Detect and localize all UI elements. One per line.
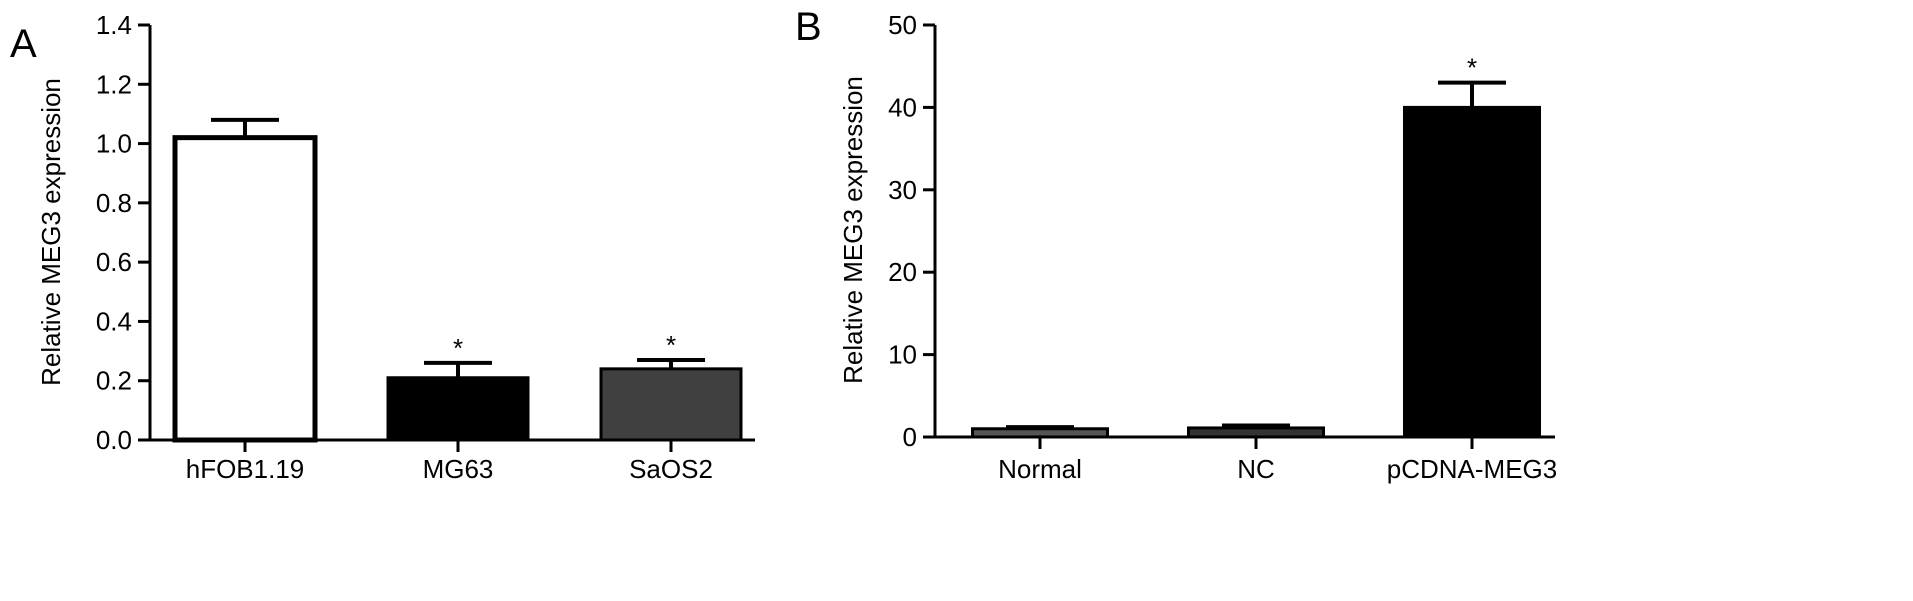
panel-a-chart: A Relative MEG3 expression 0.0 0.2 0.4 0.6 0.8… — [10, 10, 755, 484]
y-tick-label: 0.0 — [96, 425, 132, 455]
y-tick-label: 40 — [888, 92, 917, 122]
x-tick-label: MG63 — [423, 454, 494, 484]
panel-label: A — [10, 22, 37, 66]
significance-marker: * — [1467, 53, 1477, 83]
x-tick-label: NC — [1237, 454, 1275, 484]
y-tick-label: 20 — [888, 257, 917, 287]
y-tick-label: 1.0 — [96, 129, 132, 159]
x-tick-label: Normal — [998, 454, 1082, 484]
y-tick-label: 0.8 — [96, 188, 132, 218]
bar-nc — [1187, 426, 1325, 439]
significance-marker: * — [453, 333, 463, 363]
y-tick-label: 0.2 — [96, 366, 132, 396]
panel-label: B — [795, 5, 822, 49]
y-tick-label: 0.6 — [96, 247, 132, 277]
x-tick-label: pCDNA-MEG3 — [1387, 454, 1557, 484]
bar-mg63 — [386, 376, 530, 442]
x-tick-label: hFOB1.19 — [186, 454, 305, 484]
y-tick-label: 30 — [888, 175, 917, 205]
y-tick-label: 50 — [888, 10, 917, 40]
bar-hfob1-19 — [172, 135, 318, 443]
bar-pcdna-meg3 — [1403, 105, 1541, 439]
y-tick-label: 10 — [888, 340, 917, 370]
bar-normal — [971, 427, 1109, 439]
y-tick-label: 1.2 — [96, 69, 132, 99]
y-axis-title: Relative MEG3 expression — [838, 76, 868, 384]
y-tick-label: 0.4 — [96, 306, 132, 336]
significance-marker: * — [666, 330, 676, 360]
panel-b-chart: B Relative MEG3 expression 0 10 20 30 40 50 Norm… — [795, 5, 1557, 484]
y-tick-label: 0 — [903, 422, 917, 452]
x-tick-label: SaOS2 — [629, 454, 713, 484]
y-tick-label: 1.4 — [96, 10, 132, 40]
bar-saos2 — [599, 367, 743, 442]
y-axis-title: Relative MEG3 expression — [36, 78, 66, 386]
